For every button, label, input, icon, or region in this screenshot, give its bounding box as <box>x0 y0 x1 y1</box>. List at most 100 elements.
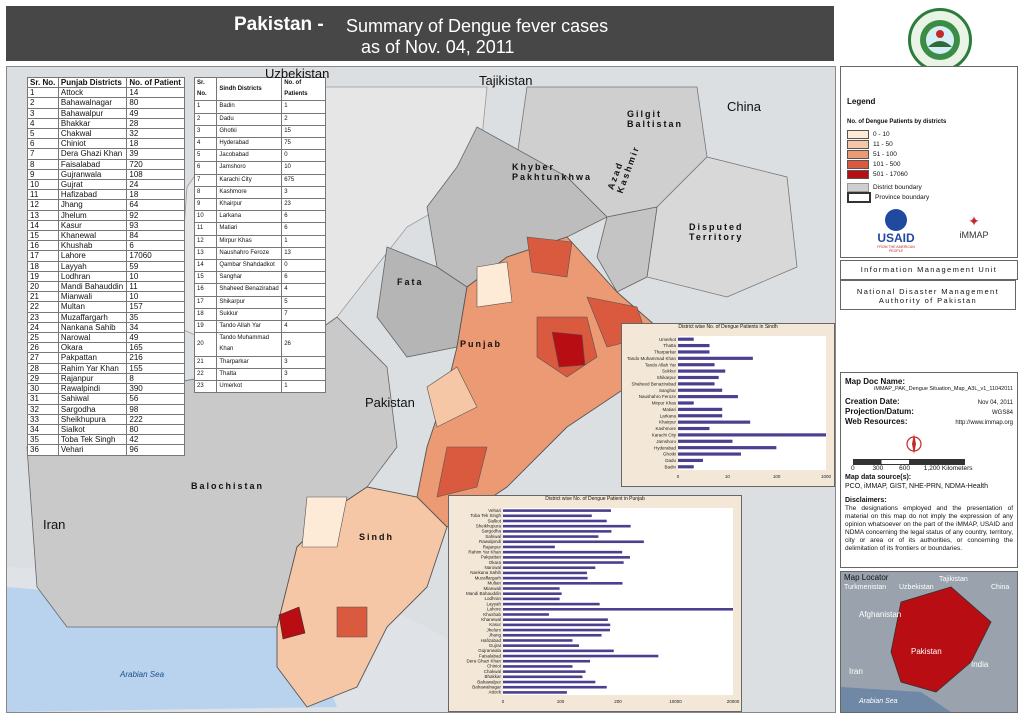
table-cell: 20 <box>193 332 218 357</box>
category-label: Larkana <box>660 413 677 418</box>
label-sindh: Sindh <box>359 532 394 542</box>
legend-subtitle: No. of Dengue Patients by districts <box>847 119 947 125</box>
category-label: Naushahro Feroze <box>639 394 677 399</box>
table-row: 6 Jamshoro 10 <box>193 161 326 175</box>
locator-pakistan <box>890 586 992 693</box>
table-cell: 0 <box>281 259 326 273</box>
table-cell: Chiniot <box>57 138 128 150</box>
category-label: Thatta <box>663 343 676 348</box>
bar <box>503 649 614 653</box>
table-row: 20 Tando Muhammad Khan 26 <box>193 332 326 357</box>
bar <box>678 356 753 360</box>
category-label: Bahawalpur <box>477 679 501 684</box>
table-cell: 4 <box>281 283 326 297</box>
bar <box>503 519 607 523</box>
table-cell: 64 <box>126 199 185 211</box>
table-row: 1 Attock 14 <box>27 87 185 99</box>
table-row: 11 Matiari 6 <box>193 222 326 236</box>
table-cell: 27 <box>27 352 59 364</box>
table-cell: Larkana <box>216 210 283 224</box>
scale-ticks: 0 300 600 1,200 Kilometers <box>851 465 973 472</box>
category-label: Tando Muhammad Khan <box>627 356 677 361</box>
table-cell: 14 <box>126 87 185 99</box>
table-cell: Okara <box>57 342 128 354</box>
tick-label: 100 <box>773 474 781 479</box>
bar <box>678 375 719 380</box>
map-doc-label: Map Doc Name: <box>845 377 906 386</box>
category-label: Sukkur <box>662 369 677 374</box>
table-cell: 16 <box>193 283 218 297</box>
table-cell: 29 <box>27 372 59 385</box>
bar <box>503 680 596 684</box>
label-arabian-sea: Arabian Sea <box>120 670 165 679</box>
table-cell: 13 <box>27 209 59 221</box>
bar <box>678 350 710 354</box>
table-row: 5 Chakwal 32 <box>27 128 185 140</box>
map-frame: Sr. No. Punjab Districts No. of Patient … <box>6 66 836 713</box>
category-label: Mandi Bahauddin <box>466 591 502 596</box>
table-cell: 0 <box>281 149 326 163</box>
table-row: 4 Hyderabad 75 <box>193 137 326 151</box>
table-row: 21 Mianwali 10 <box>27 291 185 303</box>
table-cell: Lahore <box>57 250 128 262</box>
bar <box>678 407 723 411</box>
table-cell: 34 <box>126 321 185 334</box>
table-cell: 14 <box>193 259 218 273</box>
table-cell: Rawalpindi <box>57 383 128 395</box>
table-cell: 3 <box>281 355 326 369</box>
table-cell: Sahiwal <box>57 393 128 405</box>
bar <box>503 623 611 627</box>
legend-item: 501 - 17060 <box>847 169 908 179</box>
table-cell: 18 <box>193 307 218 322</box>
table-cell: Khairpur <box>216 198 283 212</box>
table-cell: 59 <box>126 260 185 272</box>
table-cell: 9 <box>193 198 218 212</box>
legend-item: 11 - 50 <box>847 139 908 149</box>
table-cell: 18 <box>27 260 59 272</box>
category-label: Shikarpur <box>657 375 677 380</box>
table-cell: 28 <box>126 117 185 130</box>
page-date: as of Nov. 04, 2011 <box>361 37 515 57</box>
bar <box>503 654 659 658</box>
punjab-table: Sr. No. Punjab Districts No. of Patient … <box>27 76 185 456</box>
table-cell: Tando Allah Yar <box>216 320 283 334</box>
web-link[interactable]: http://www.immap.org <box>955 420 1013 426</box>
table-cell: 165 <box>126 342 185 354</box>
legend-item: 51 - 100 <box>847 149 908 159</box>
table-row: 10 Larkana 6 <box>193 210 326 224</box>
table-cell: Badin <box>216 100 283 114</box>
category-label: Toba Tek Singh <box>470 513 501 518</box>
category-label: Rawalpindi <box>479 539 501 544</box>
table-cell: Muzaffargarh <box>57 311 128 323</box>
table-cell: Umerkot <box>216 380 283 394</box>
table-cell: 56 <box>126 393 185 405</box>
category-label: Badin <box>664 464 676 469</box>
table-row: 25 Narowal 49 <box>27 332 185 344</box>
bar <box>503 561 624 564</box>
table-cell: Mandi Bahauddin <box>57 281 128 293</box>
table-row: 2 Dadu 2 <box>193 112 326 126</box>
table-cell: Rajanpur <box>57 372 128 385</box>
bar <box>503 633 602 637</box>
table-cell: Shaheed Benazirabad <box>216 283 283 297</box>
category-label: Ghotki <box>663 452 676 457</box>
category-label: Khanewal <box>481 617 501 622</box>
map-doc-box: Map Doc Name: iMMAP_PAK_Dengue Situation… <box>840 372 1018 568</box>
table-cell: 24 <box>126 179 185 191</box>
bar <box>678 452 741 456</box>
bar <box>678 369 726 373</box>
right-panel: Legend No. of Dengue Patients by distric… <box>840 66 1018 713</box>
table-cell: Attock <box>57 87 128 99</box>
table-cell: Qambar Shahdadkot <box>216 259 283 273</box>
table-cell: 7 <box>281 307 326 322</box>
label-uzbekistan: Uzbekistan <box>265 66 330 81</box>
legend-label: 0 - 10 <box>873 130 890 138</box>
col-header: Punjab Districts <box>57 76 128 89</box>
bar <box>678 426 710 431</box>
tick-label: 10000 <box>669 699 682 704</box>
locator-india: India <box>971 660 989 669</box>
table-cell: 5 <box>193 149 218 163</box>
table-row: 6 Chiniot 18 <box>27 138 185 150</box>
table-row: 12 Jhang 64 <box>27 199 185 211</box>
table-cell: 6 <box>27 138 59 150</box>
